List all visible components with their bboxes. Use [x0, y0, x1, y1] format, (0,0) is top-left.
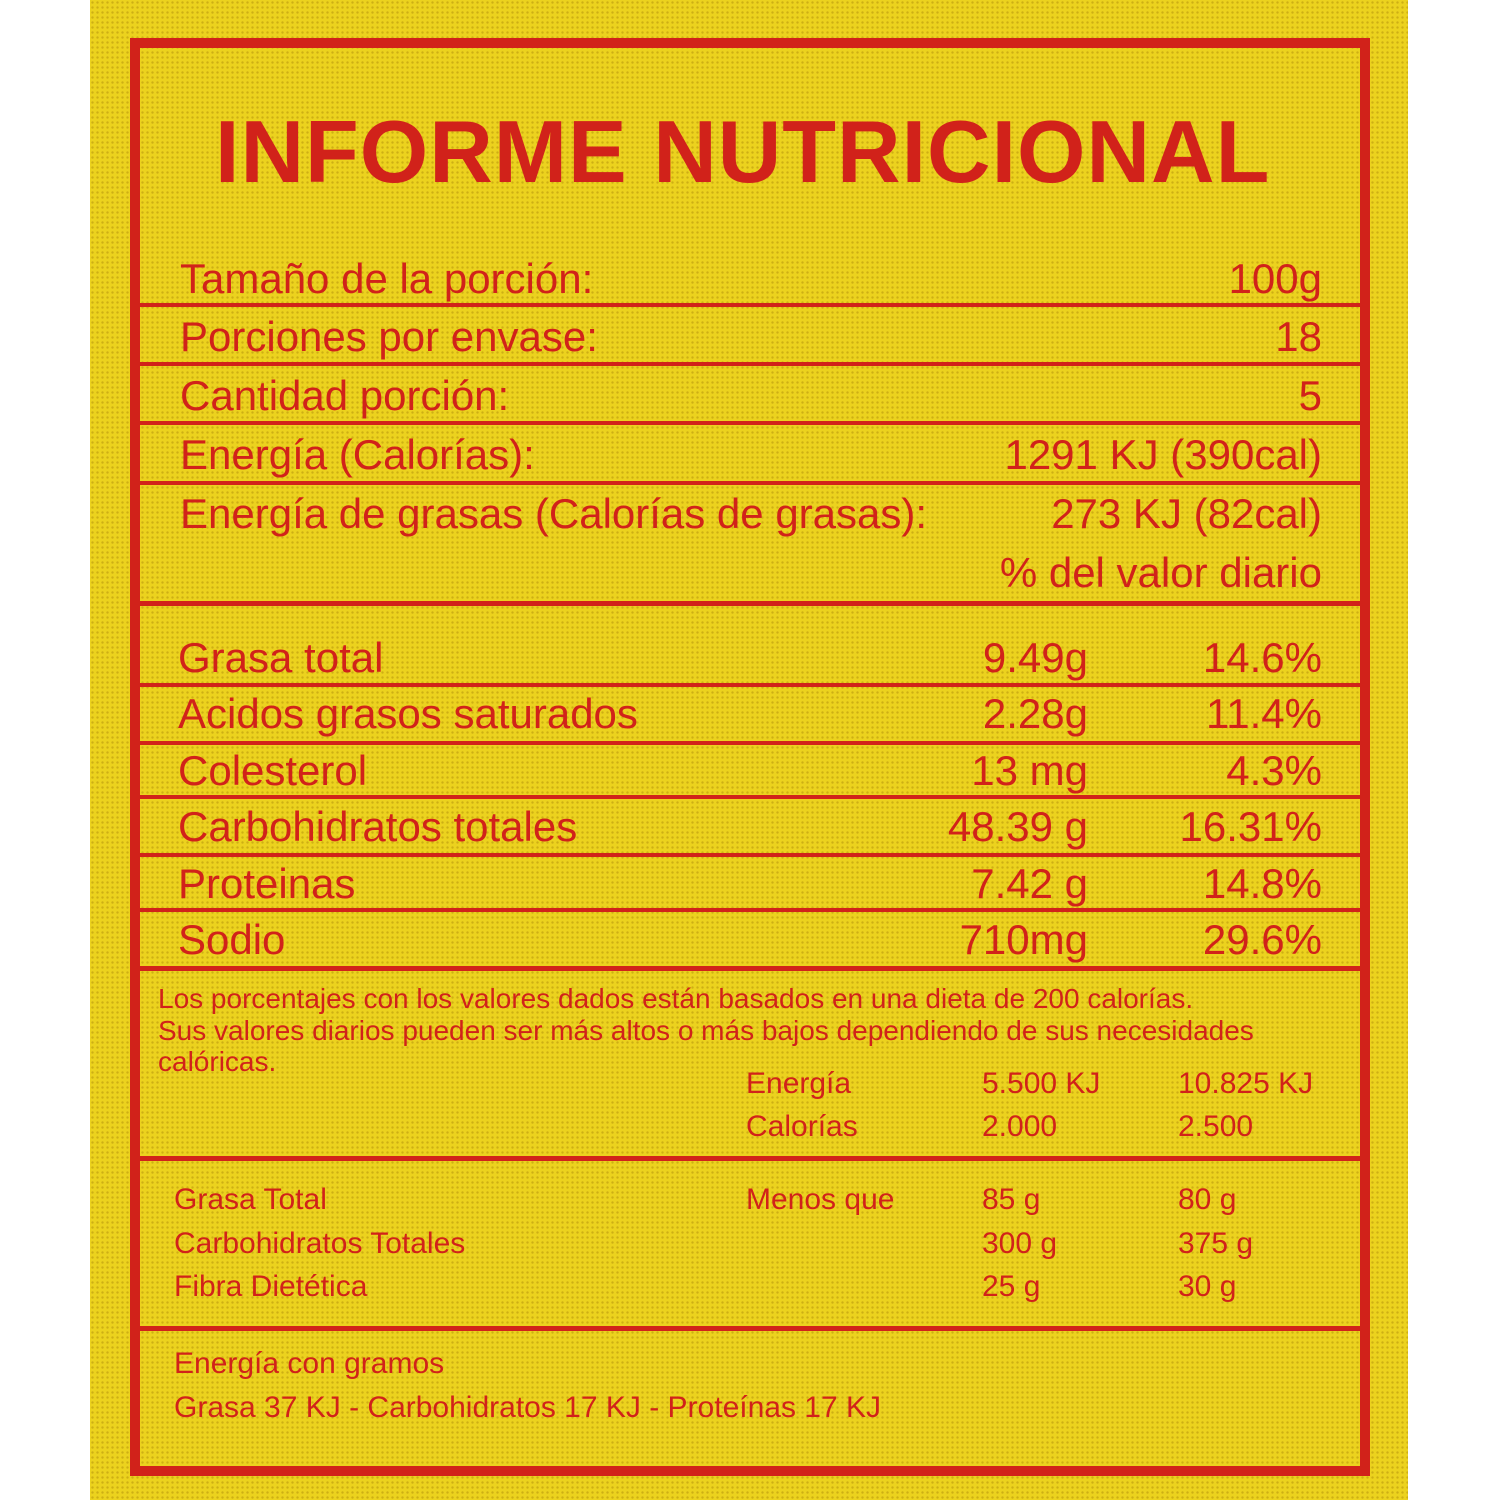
limit-value-1: 85 g [982, 1183, 1041, 1216]
nutrient-percent: 16.31% [1179, 803, 1322, 850]
fat-energy-value: 273 KJ (82cal) [1051, 490, 1322, 537]
energy-value: 1291 KJ (390cal) [1004, 431, 1322, 478]
label-title: INFORME NUTRICIONAL [215, 102, 1271, 201]
nutrient-name: Colesterol [178, 747, 368, 794]
divider [138, 362, 1360, 366]
nutrient-amount: 7.42 g [971, 860, 1088, 907]
divider [138, 481, 1360, 485]
nutrient-name: Proteinas [178, 860, 356, 907]
reference-label: Energía [746, 1067, 852, 1100]
nutrient-amount: 9.49g [982, 634, 1088, 681]
nutrient-percent: 4.3% [1226, 747, 1322, 794]
nutrient-amount: 2.28g [982, 690, 1088, 737]
serving-size-label: Tamaño de la porción: [180, 255, 594, 302]
label-background [90, 0, 1408, 1500]
energy-per-gram-text: Grasa 37 KJ - Carbohidratos 17 KJ - Prot… [174, 1391, 882, 1424]
limit-value-2: 80 g [1178, 1183, 1237, 1216]
serving-quantity-value: 5 [1298, 372, 1322, 419]
divider [138, 303, 1360, 307]
limit-value-2: 30 g [1178, 1270, 1237, 1303]
limit-value-1: 25 g [982, 1270, 1041, 1303]
nutrient-amount: 48.39 g [947, 803, 1088, 850]
servings-per-container-label: Porciones por envase: [180, 313, 598, 360]
energy-per-gram-heading: Energía con gramos [174, 1347, 445, 1380]
fat-energy-label: Energía de grasas (Calorías de grasas): [180, 490, 928, 537]
nutrient-percent: 29.6% [1202, 916, 1322, 963]
footnote-line: calóricas. [158, 1046, 277, 1077]
reference-value-1: 5.500 KJ [982, 1067, 1101, 1100]
reference-value-2: 10.825 KJ [1178, 1067, 1314, 1100]
limit-value-1: 300 g [982, 1227, 1058, 1260]
nutrient-percent: 14.6% [1202, 634, 1322, 681]
nutrient-percent: 11.4% [1206, 690, 1322, 737]
servings-per-container-value: 18 [1275, 313, 1322, 360]
divider [138, 1326, 1360, 1331]
nutrient-amount: 13 mg [971, 747, 1088, 794]
limit-label: Fibra Dietética [174, 1270, 368, 1303]
footnote-line: Los porcentajes con los valores dados es… [158, 983, 1194, 1014]
serving-quantity-label: Cantidad porción: [180, 372, 510, 419]
nutrient-name: Grasa total [178, 634, 384, 681]
reference-value-1: 2.000 [982, 1110, 1058, 1143]
divider [138, 908, 1360, 912]
limit-value-2: 375 g [1178, 1227, 1254, 1260]
divider [138, 966, 1360, 971]
daily-value-header: % del valor diario [999, 549, 1322, 596]
label-border [130, 38, 1370, 1476]
nutrient-amount: 710mg [959, 916, 1088, 963]
limit-label: Grasa Total [174, 1183, 327, 1216]
divider [138, 421, 1360, 425]
serving-size-value: 100g [1228, 255, 1322, 302]
divider [138, 795, 1360, 799]
divider [138, 741, 1360, 745]
nutrient-name: Carbohidratos totales [178, 803, 578, 850]
reference-label: Calorías [746, 1110, 858, 1143]
limit-label: Carbohidratos Totales [174, 1227, 466, 1260]
nutrient-name: Acidos grasos saturados [178, 690, 638, 737]
energy-label: Energía (Calorías): [180, 431, 535, 478]
nutrient-name: Sodio [178, 916, 286, 963]
divider [138, 1156, 1360, 1161]
divider [138, 601, 1360, 606]
reference-value-2: 2.500 [1178, 1110, 1254, 1143]
footnote-line: Sus valores diarios pueden ser más altos… [158, 1015, 1254, 1046]
nutrient-percent: 14.8% [1202, 860, 1322, 907]
divider [138, 853, 1360, 857]
divider [138, 683, 1360, 687]
limit-qualifier: Menos que [746, 1183, 895, 1216]
